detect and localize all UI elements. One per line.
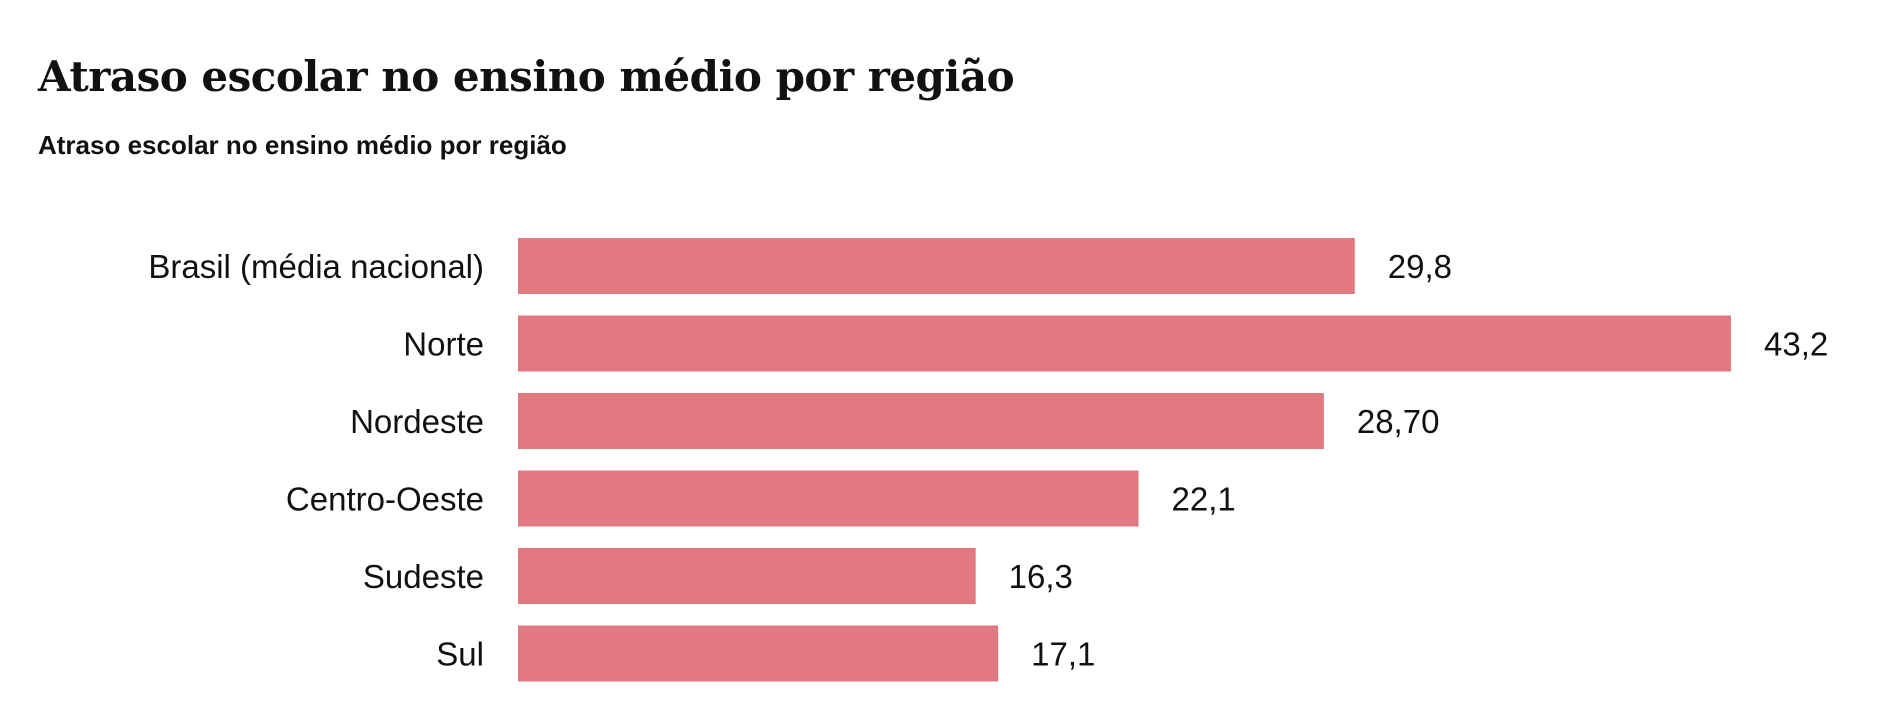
bar [518,238,1355,294]
value-label: 28,70 [1357,403,1440,440]
bar [518,548,976,604]
chart-title: Atraso escolar no ensino médio por regiã… [38,52,1015,101]
category-label: Sul [436,636,484,673]
category-label: Nordeste [350,403,484,440]
category-label: Centro-Oeste [286,481,484,518]
bar [518,393,1324,449]
category-label: Norte [403,326,484,363]
bar [518,470,1139,527]
value-label: 22,1 [1172,481,1236,518]
chart-subtitle: Atraso escolar no ensino médio por regiã… [38,130,567,160]
value-label: 17,1 [1031,636,1095,673]
category-label: Brasil (média nacional) [148,248,484,285]
category-label: Sudeste [363,558,484,595]
bar [518,625,999,682]
value-label: 16,3 [1009,558,1073,595]
bar [518,315,1731,372]
value-label: 43,2 [1764,326,1828,363]
value-label: 29,8 [1388,248,1452,285]
